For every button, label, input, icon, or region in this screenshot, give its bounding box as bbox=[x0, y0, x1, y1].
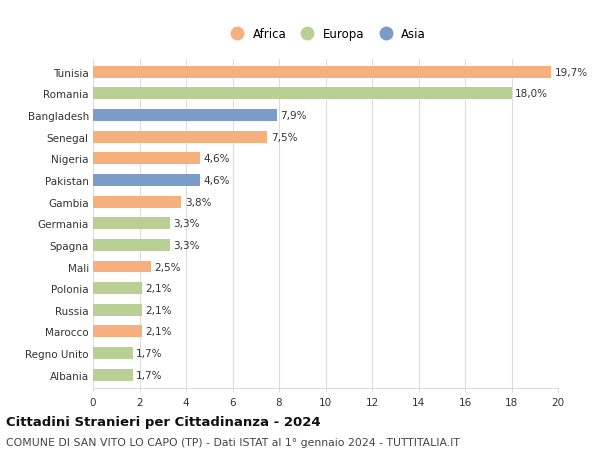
Text: 4,6%: 4,6% bbox=[203, 154, 230, 164]
Text: 2,5%: 2,5% bbox=[155, 262, 181, 272]
Text: 18,0%: 18,0% bbox=[515, 89, 548, 99]
Text: 19,7%: 19,7% bbox=[554, 67, 587, 78]
Text: 3,3%: 3,3% bbox=[173, 219, 200, 229]
Text: 3,8%: 3,8% bbox=[185, 197, 211, 207]
Text: 4,6%: 4,6% bbox=[203, 176, 230, 185]
Bar bbox=[93, 261, 151, 273]
Bar bbox=[93, 218, 170, 230]
Bar bbox=[93, 347, 133, 359]
Bar bbox=[93, 131, 268, 143]
Bar bbox=[93, 67, 551, 78]
Bar bbox=[93, 369, 133, 381]
Text: 7,5%: 7,5% bbox=[271, 132, 298, 142]
Text: 2,1%: 2,1% bbox=[145, 327, 172, 337]
Bar bbox=[93, 153, 200, 165]
Bar bbox=[93, 326, 142, 338]
Text: Cittadini Stranieri per Cittadinanza - 2024: Cittadini Stranieri per Cittadinanza - 2… bbox=[6, 415, 320, 428]
Bar bbox=[93, 240, 170, 251]
Bar bbox=[93, 110, 277, 122]
Text: COMUNE DI SAN VITO LO CAPO (TP) - Dati ISTAT al 1° gennaio 2024 - TUTTITALIA.IT: COMUNE DI SAN VITO LO CAPO (TP) - Dati I… bbox=[6, 437, 460, 447]
Text: 2,1%: 2,1% bbox=[145, 305, 172, 315]
Bar bbox=[93, 283, 142, 295]
Bar bbox=[93, 304, 142, 316]
Text: 2,1%: 2,1% bbox=[145, 284, 172, 293]
Bar bbox=[93, 196, 181, 208]
Bar bbox=[93, 174, 200, 186]
Text: 3,3%: 3,3% bbox=[173, 241, 200, 250]
Bar bbox=[93, 88, 511, 100]
Text: 7,9%: 7,9% bbox=[280, 111, 307, 121]
Text: 1,7%: 1,7% bbox=[136, 348, 163, 358]
Text: 1,7%: 1,7% bbox=[136, 370, 163, 380]
Legend: Africa, Europa, Asia: Africa, Europa, Asia bbox=[221, 23, 430, 45]
